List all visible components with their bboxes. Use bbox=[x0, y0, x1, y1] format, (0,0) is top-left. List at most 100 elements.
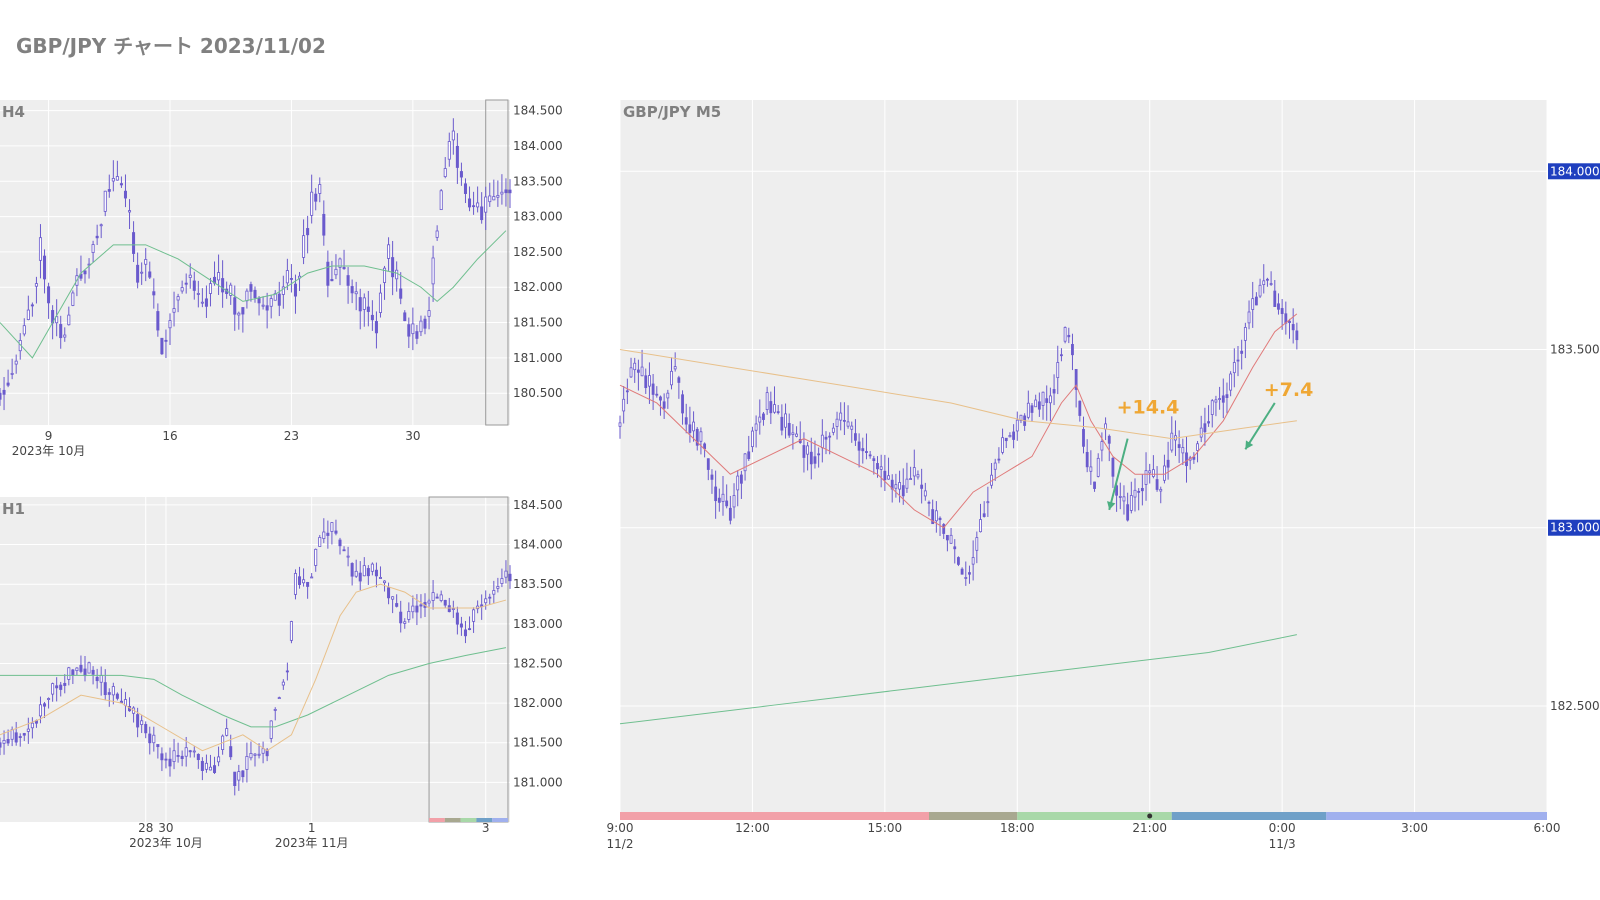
candle-body bbox=[1048, 395, 1052, 404]
candle-body bbox=[692, 421, 695, 432]
candle-body bbox=[865, 451, 868, 453]
candle-body bbox=[75, 667, 79, 672]
candle-body bbox=[395, 269, 399, 280]
candle-body bbox=[265, 749, 269, 757]
candle-body bbox=[200, 760, 204, 771]
candle-body bbox=[949, 534, 953, 544]
x-tick-label: 9 bbox=[45, 429, 53, 443]
candle-body bbox=[492, 196, 496, 201]
candle-body bbox=[269, 298, 273, 307]
candle-body bbox=[0, 742, 2, 748]
candle-body bbox=[813, 456, 817, 464]
candle-body bbox=[107, 189, 111, 192]
candle-body bbox=[714, 486, 718, 502]
candle-body bbox=[846, 421, 850, 427]
candle-body bbox=[176, 296, 180, 301]
candle-body bbox=[2, 389, 6, 395]
candle-body bbox=[99, 675, 103, 683]
candle-body bbox=[1078, 400, 1082, 416]
x-tick-sublabel: 2023年 10月 bbox=[129, 836, 203, 850]
candle-body bbox=[1126, 504, 1130, 521]
price-label-box bbox=[1548, 519, 1600, 536]
candle-body bbox=[1045, 398, 1049, 403]
candle-body bbox=[1085, 451, 1089, 468]
candle-body bbox=[472, 205, 476, 208]
candle-body bbox=[38, 704, 42, 717]
candle-body bbox=[868, 454, 872, 457]
candle-body bbox=[1071, 344, 1074, 356]
candle-body bbox=[298, 576, 302, 585]
candle-body bbox=[407, 611, 411, 620]
x-tick-sublabel: 2023年 10月 bbox=[12, 444, 86, 458]
x-tick-label: 9:00 bbox=[607, 821, 634, 835]
candle-body bbox=[391, 596, 395, 600]
candle-body bbox=[265, 305, 269, 311]
candle-body bbox=[378, 577, 382, 579]
y-tick-label: 183.500 bbox=[513, 174, 563, 188]
candle-body bbox=[717, 497, 721, 503]
candle-body bbox=[1056, 362, 1060, 379]
candle-body bbox=[366, 568, 370, 577]
candle-body bbox=[38, 237, 42, 261]
candle-body bbox=[1019, 414, 1023, 421]
candle-body bbox=[334, 268, 338, 276]
candle-body bbox=[383, 267, 387, 283]
candle-body bbox=[55, 316, 59, 324]
candle-body bbox=[451, 608, 455, 611]
candle-body bbox=[91, 244, 95, 253]
candle-body bbox=[695, 428, 699, 446]
candle-body bbox=[769, 401, 773, 414]
candle-body bbox=[1111, 457, 1115, 477]
candle-body bbox=[806, 445, 810, 455]
candle-body bbox=[160, 337, 164, 355]
candle-body bbox=[923, 490, 927, 497]
candle-body bbox=[241, 307, 245, 315]
candle-body bbox=[651, 383, 655, 395]
candle-body bbox=[269, 720, 273, 739]
candle-body bbox=[1137, 490, 1141, 493]
candle-body bbox=[743, 453, 747, 472]
candle-body bbox=[728, 507, 732, 521]
candle-body bbox=[1030, 405, 1034, 413]
y-tick-label: 182.500 bbox=[513, 656, 563, 670]
candle-body bbox=[828, 435, 832, 438]
candle-body bbox=[103, 190, 107, 212]
candle-body bbox=[431, 592, 435, 601]
x-tick-label: 30 bbox=[158, 821, 173, 835]
candle-body bbox=[184, 282, 188, 285]
candle-body bbox=[699, 431, 703, 442]
chart-m5: +14.4 +7.4 GBP/JPY M5 182.500 183.500 184.000… bbox=[607, 100, 1600, 851]
candle-body bbox=[1203, 423, 1207, 433]
candle-body bbox=[997, 458, 1001, 461]
candle-body bbox=[791, 432, 795, 435]
candle-body bbox=[1199, 427, 1203, 438]
candle-body bbox=[302, 579, 306, 584]
candle-body bbox=[71, 292, 75, 306]
candle-body bbox=[289, 278, 293, 280]
candle-body bbox=[677, 377, 681, 383]
y-tick-label: 181.500 bbox=[513, 736, 563, 750]
candle-body bbox=[1232, 362, 1236, 374]
candle-body bbox=[346, 555, 350, 558]
candle-body bbox=[1008, 435, 1012, 438]
candle-body bbox=[196, 293, 200, 295]
candle-body bbox=[1273, 290, 1277, 307]
candle-body bbox=[1060, 354, 1063, 357]
candle-body bbox=[136, 714, 140, 728]
candle-body bbox=[22, 325, 26, 335]
candle-body bbox=[67, 667, 71, 680]
candle-body bbox=[204, 298, 208, 307]
candle-body bbox=[192, 280, 196, 291]
candle-body bbox=[18, 736, 22, 738]
candle-body bbox=[6, 382, 10, 386]
candle-body bbox=[817, 453, 821, 456]
candle-body bbox=[362, 565, 366, 577]
x-tick-label: 3:00 bbox=[1401, 821, 1428, 835]
y-tick-label: 182.500 bbox=[513, 245, 563, 259]
candle-body bbox=[504, 570, 508, 578]
candle-body bbox=[184, 747, 188, 757]
candle-body bbox=[87, 662, 91, 674]
candle-body bbox=[986, 501, 990, 504]
candle-body bbox=[747, 451, 751, 460]
candle-body bbox=[1063, 327, 1067, 342]
